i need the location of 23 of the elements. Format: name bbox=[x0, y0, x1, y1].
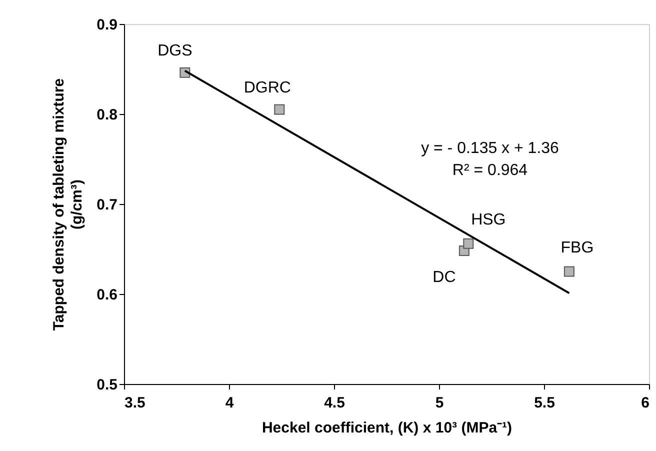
x-tick-label: 5.5 bbox=[534, 394, 555, 412]
y-tick-label: 0.9 bbox=[96, 16, 118, 34]
annotation: DGS bbox=[158, 42, 192, 60]
x-axis-title: Heckel coefficient, (K) x 10³ (MPa⁻¹) bbox=[262, 420, 512, 436]
y-tick-label: 0.5 bbox=[96, 376, 118, 394]
point bbox=[564, 266, 574, 277]
annotation: R² = 0.964 bbox=[452, 162, 528, 179]
annotation: FBG bbox=[560, 240, 594, 256]
y-tick-label: 0.6 bbox=[96, 286, 118, 304]
y-tick-label: 0.8 bbox=[96, 106, 118, 124]
y-axis-title: Tapped density of tableting mixture (g/cm³) bbox=[50, 78, 86, 331]
annotation: y = - 0.135 x + 1.36 bbox=[421, 140, 560, 157]
x-tick-label: 4.5 bbox=[324, 394, 345, 412]
annotation: DGRC bbox=[244, 80, 291, 96]
point bbox=[463, 238, 474, 249]
point bbox=[274, 104, 285, 115]
annotation: HSG bbox=[471, 212, 506, 229]
x-tick-label: 5 bbox=[435, 394, 444, 412]
y-tick-label: 0.7 bbox=[96, 196, 118, 214]
x-tick-label: 6 bbox=[641, 394, 650, 412]
x-tick-label: 4 bbox=[225, 394, 234, 412]
annotation: DC bbox=[432, 268, 456, 286]
x-tick-label: 3.5 bbox=[124, 394, 146, 412]
